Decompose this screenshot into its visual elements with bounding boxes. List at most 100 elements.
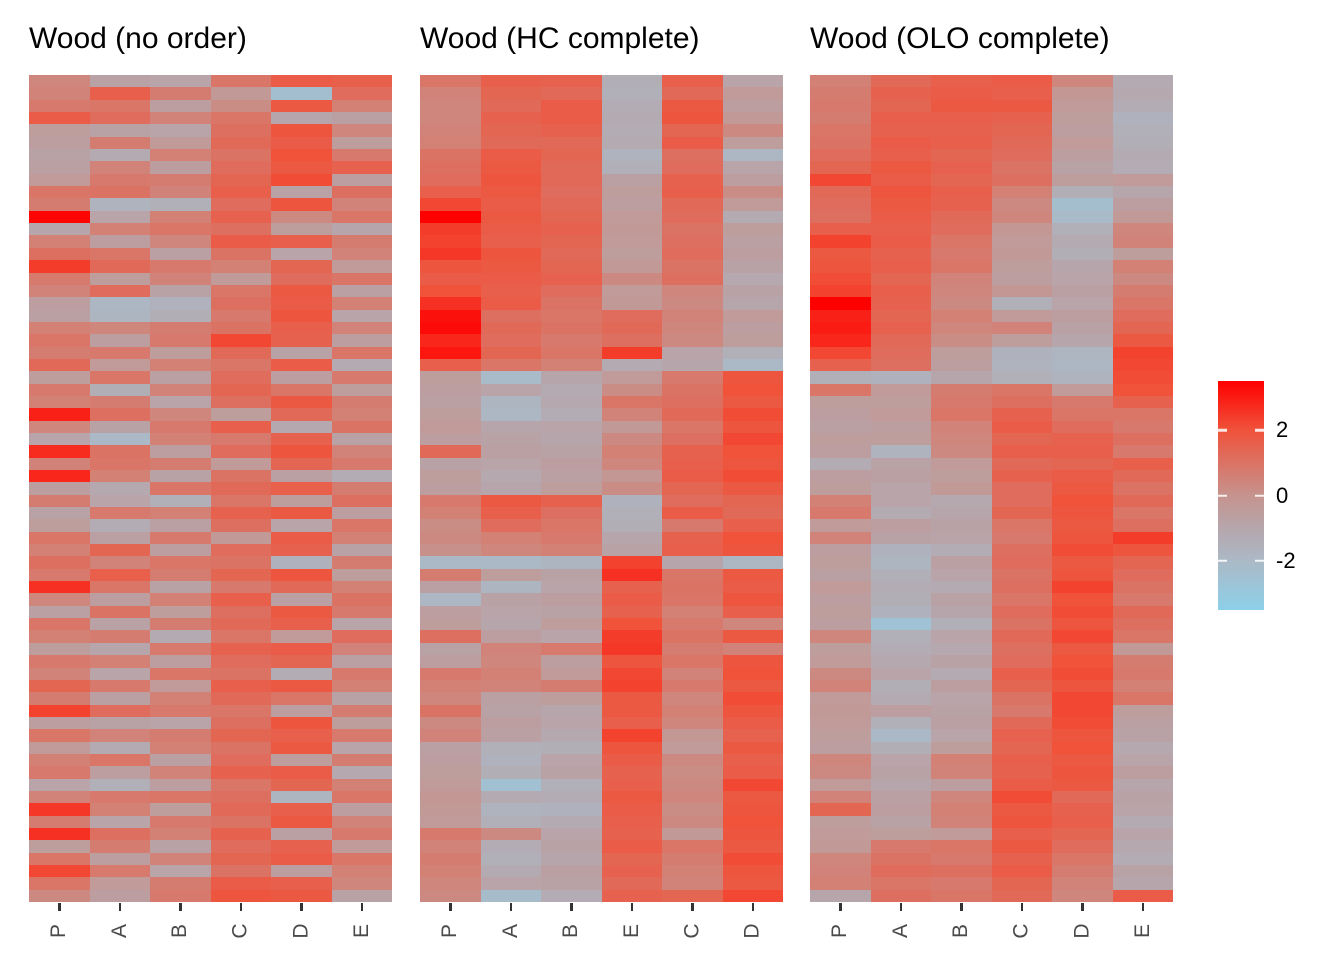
- heatmap-cell: [29, 692, 90, 705]
- heatmap-cell: [420, 865, 481, 878]
- heatmap-cell: [29, 716, 90, 730]
- heatmap-cell: [1112, 605, 1173, 619]
- heatmap-cell: [150, 284, 211, 298]
- heatmap-cell: [541, 112, 602, 125]
- heatmap-row: [420, 852, 783, 865]
- heatmap-cell: [1112, 198, 1173, 211]
- heatmap-row: [810, 321, 1173, 335]
- heatmap-cell: [480, 161, 541, 174]
- heatmap-row: [420, 655, 783, 668]
- heatmap-cell: [870, 309, 931, 322]
- heatmap-cell: [810, 445, 871, 458]
- heatmap-cell: [89, 75, 150, 88]
- heatmap-cell: [271, 704, 332, 717]
- heatmap-cell: [89, 87, 150, 100]
- heatmap-cell: [271, 321, 332, 335]
- heatmap-cell: [89, 309, 150, 322]
- heatmap-cell: [1112, 852, 1173, 865]
- heatmap-cell: [1052, 470, 1113, 483]
- heatmap-cell: [210, 432, 271, 446]
- heatmap-row: [420, 581, 783, 594]
- heatmap-cell: [541, 494, 602, 508]
- heatmap-cell: [662, 692, 723, 705]
- heatmap-cell: [870, 87, 931, 100]
- heatmap-cell: [722, 827, 783, 841]
- heatmap-cell: [601, 840, 662, 853]
- heatmap-cell: [991, 840, 1052, 853]
- heatmap-cell: [541, 235, 602, 248]
- heatmap-cell: [89, 852, 150, 865]
- heatmap-cell: [601, 297, 662, 310]
- heatmap-cell: [662, 531, 723, 545]
- heatmap-cell: [420, 568, 481, 582]
- heatmap-cell: [420, 877, 481, 890]
- heatmap-cell: [420, 889, 481, 903]
- heatmap-cell: [210, 729, 271, 742]
- heatmap-cell: [931, 716, 992, 730]
- heatmap-cell: [541, 272, 602, 285]
- heatmap-cell: [271, 161, 332, 174]
- heatmap-cell: [331, 581, 392, 594]
- heatmap-cell: [1112, 87, 1173, 100]
- heatmap-cell: [210, 494, 271, 508]
- heatmap-row: [420, 284, 783, 298]
- heatmap-cell: [870, 75, 931, 88]
- heatmap-cell: [210, 803, 271, 816]
- heatmap-cell: [662, 223, 723, 236]
- heatmap-cell: [29, 210, 90, 224]
- heatmap-cell: [331, 75, 392, 88]
- heatmap-cell: [810, 494, 871, 508]
- heatmap-cell: [991, 383, 1052, 396]
- heatmap-cell: [601, 124, 662, 137]
- heatmap-cell: [420, 605, 481, 619]
- heatmap-cell: [810, 531, 871, 545]
- heatmap-cell: [541, 716, 602, 730]
- heatmap-row: [29, 395, 392, 409]
- heatmap-cell: [810, 223, 871, 236]
- heatmap-cell: [1112, 729, 1173, 742]
- heatmap-cell: [29, 235, 90, 248]
- heatmap-cell: [29, 556, 90, 569]
- heatmap-cell: [810, 383, 871, 396]
- heatmap-cell: [210, 544, 271, 557]
- heatmap-cell: [150, 198, 211, 211]
- heatmap-cell: [271, 852, 332, 865]
- heatmap-row: [420, 568, 783, 582]
- heatmap-cell: [150, 87, 211, 100]
- heatmap-cell: [271, 136, 332, 150]
- heatmap-cell: [150, 210, 211, 224]
- heatmap-row: [420, 766, 783, 779]
- heatmap-cell: [331, 531, 392, 545]
- heatmap-cell: [991, 482, 1052, 495]
- heatmap-cell: [991, 581, 1052, 594]
- heatmap-row: [420, 618, 783, 631]
- heatmap-cell: [601, 395, 662, 409]
- heatmap-cell: [150, 395, 211, 409]
- heatmap-cell: [89, 519, 150, 532]
- heatmap-row: [29, 358, 392, 372]
- heatmap-cell: [29, 507, 90, 520]
- heatmap-cell: [480, 99, 541, 113]
- panel-title: Wood (HC complete): [420, 22, 700, 55]
- x-axis-column: B: [541, 902, 602, 958]
- heatmap-cell: [89, 605, 150, 619]
- heatmap-cell: [601, 605, 662, 619]
- heatmap-cell: [931, 827, 992, 841]
- heatmap-row: [810, 790, 1173, 804]
- heatmap-cell: [29, 667, 90, 680]
- heatmap-cell: [29, 803, 90, 816]
- heatmap-cell: [1052, 297, 1113, 310]
- heatmap-cell: [991, 321, 1052, 335]
- heatmap-cell: [810, 457, 871, 470]
- heatmap-cell: [541, 186, 602, 199]
- heatmap-cell: [601, 692, 662, 705]
- heatmap-cell: [29, 87, 90, 100]
- heatmap-cell: [541, 420, 602, 433]
- heatmap-cell: [89, 124, 150, 137]
- heatmap-cell: [662, 383, 723, 396]
- heatmap-cell: [480, 87, 541, 100]
- heatmap-cell: [420, 692, 481, 705]
- heatmap-cell: [271, 494, 332, 508]
- heatmap-cell: [810, 630, 871, 643]
- heatmap-cell: [541, 642, 602, 656]
